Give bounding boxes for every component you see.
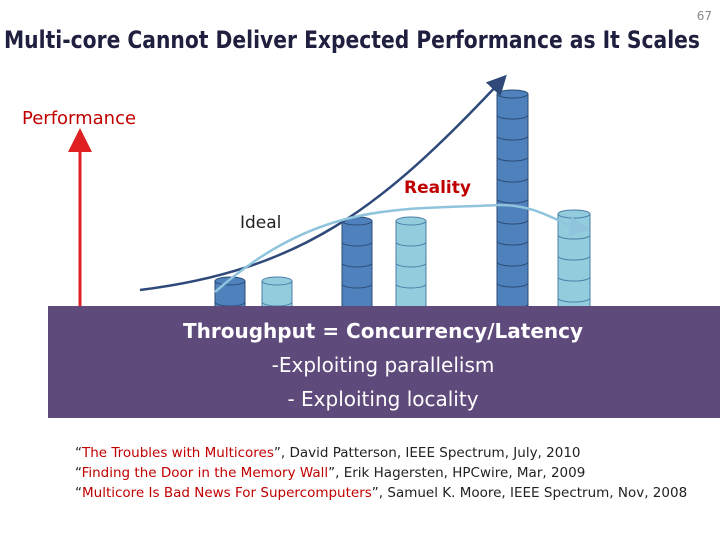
reference: “Multicore Is Bad News For Supercomputer… [75,485,687,501]
page-number: 67 [697,9,712,23]
reference: “Finding the Door in the Memory Wall”, E… [75,465,585,481]
cylinder-ring [496,135,529,141]
cylinder-top [395,216,427,226]
cylinder-ring [496,219,529,225]
cylinder-ring [261,301,293,307]
cylinder-ring [557,234,591,240]
cylinder-ring [395,283,427,289]
cylinder-top [557,209,591,219]
references: “The Troubles with Multicores”, David Pa… [75,445,687,501]
box-line: -Exploiting parallelism [272,353,495,377]
slide-title: Multi-core Cannot Deliver Expected Perfo… [4,26,700,54]
cylinder-ring [557,297,591,303]
cylinder-ring [496,240,529,246]
cylinder-top [261,276,293,286]
axis-label: Performance [22,108,136,129]
reference-part: The Troubles with Multicores [81,445,274,461]
cylinder-ring [341,283,373,289]
reference-part: Finding the Door in the Memory Wall [82,465,329,481]
cylinder-ring [557,255,591,261]
cylinder-ring [496,282,529,288]
cylinder-ring [395,241,427,247]
cylinder-top [496,89,529,99]
box-line: - Exploiting locality [287,387,478,411]
reference-part: ”, David Patterson, IEEE Spectrum, July,… [274,445,581,461]
cylinder-ring [557,276,591,282]
cylinder-ring [496,156,529,162]
reference-part: ”, Erik Hagersten, HPCwire, Mar, 2009 [328,465,585,481]
reference-part: “ [75,485,82,501]
cylinder-body [557,213,591,311]
cylinder-ring [496,261,529,267]
box-line: Throughput = Concurrency/Latency [183,319,583,343]
cylinder-ring [341,262,373,268]
cylinder-ring [341,241,373,247]
cylinder-ring [395,262,427,268]
reality-label: Reality [404,178,471,198]
cylinder-ring [496,177,529,183]
reference-part: ”, Samuel K. Moore, IEEE Spectrum, Nov, … [372,485,687,501]
ideal-label: Ideal [240,213,281,233]
reality-curve [214,203,590,293]
reference-part: Multicore Is Bad News For Supercomputers [82,485,372,501]
cylinder-ring [496,114,529,120]
reference-part: “ [75,445,82,461]
reference-part: “ [75,465,82,481]
cylinder-ring [214,301,246,307]
cylinders [214,89,591,311]
summary-box [48,306,720,418]
cylinder-ring [496,198,529,204]
reference: “The Troubles with Multicores”, David Pa… [75,445,581,461]
ideal-curve [139,74,507,292]
